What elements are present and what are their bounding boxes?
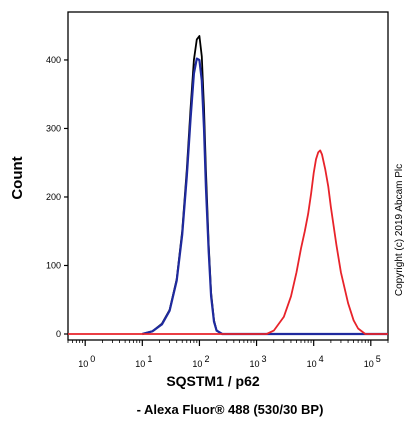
series-line-1 bbox=[142, 35, 388, 335]
x-tick-label: 10 bbox=[192, 359, 202, 369]
x-axis-sublabel: - Alexa Fluor® 488 (530/30 BP) bbox=[137, 402, 324, 417]
x-tick-exponent: 0 bbox=[90, 354, 95, 364]
copyright-notice: Copyright (c) 2019 Abcam Plc bbox=[394, 164, 405, 296]
x-tick-exponent: 3 bbox=[262, 354, 267, 364]
y-axis-label: Count bbox=[9, 156, 26, 199]
y-tick-label: 300 bbox=[46, 123, 61, 133]
x-tick-label: 10 bbox=[135, 359, 145, 369]
x-axis: 10 0 10 1 10 2 10 3 10 4 10 5 bbox=[67, 340, 389, 369]
x-axis-label: SQSTM1 / p62 bbox=[166, 373, 260, 389]
y-tick-label: 100 bbox=[46, 260, 61, 270]
y-axis: 0 100 200 300 400 bbox=[46, 55, 68, 339]
series-line-2 bbox=[142, 57, 388, 336]
y-tick-label: 0 bbox=[56, 329, 61, 339]
series-line-3 bbox=[68, 149, 388, 335]
x-tick-exponent: 5 bbox=[376, 354, 381, 364]
x-tick-label: 10 bbox=[364, 359, 374, 369]
x-tick-label: 10 bbox=[250, 359, 260, 369]
y-tick-label: 200 bbox=[46, 192, 61, 202]
x-tick-exponent: 4 bbox=[319, 354, 324, 364]
x-tick-exponent: 2 bbox=[204, 354, 209, 364]
x-tick-label: 10 bbox=[307, 359, 317, 369]
series-layer bbox=[68, 35, 388, 336]
y-tick-label: 400 bbox=[46, 55, 61, 65]
x-tick-exponent: 1 bbox=[147, 354, 152, 364]
plot-frame bbox=[67, 11, 389, 341]
x-tick-label: 10 bbox=[78, 359, 88, 369]
